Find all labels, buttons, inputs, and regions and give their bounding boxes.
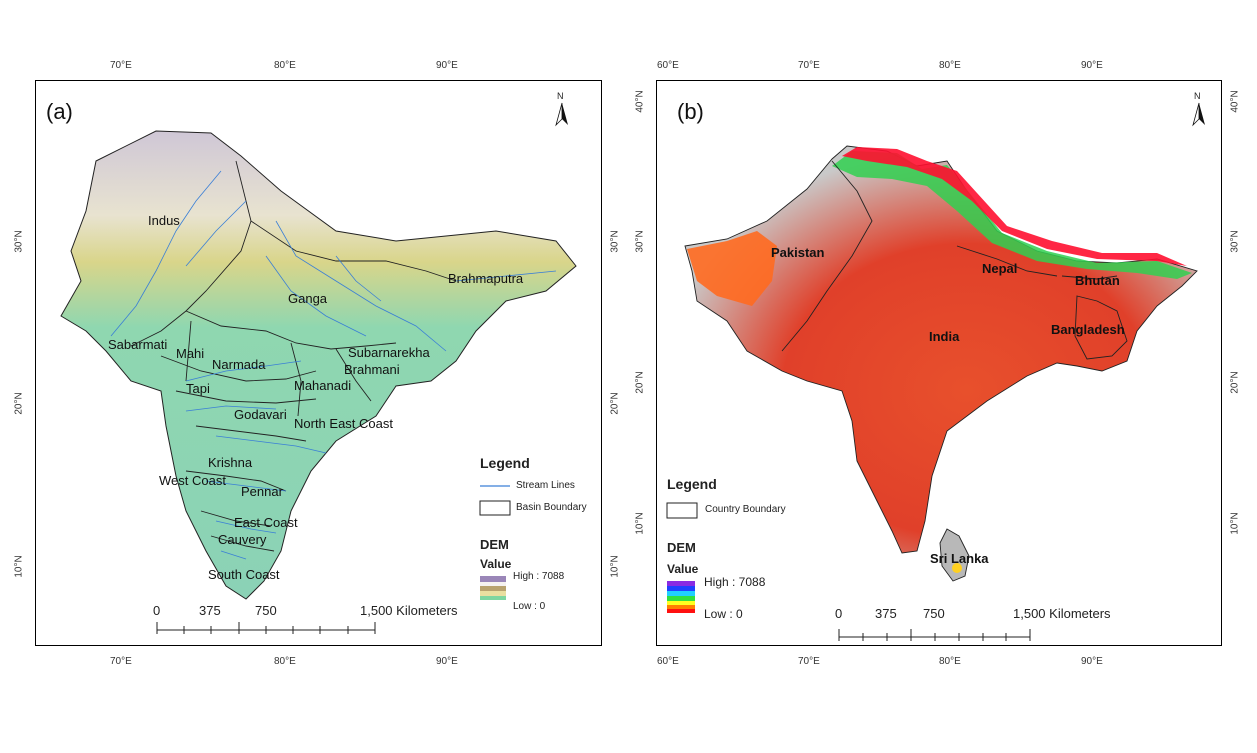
north-arrow-icon: N bbox=[552, 91, 572, 127]
lon-tick: 60°E bbox=[657, 60, 679, 71]
lon-tick: 80°E bbox=[939, 60, 961, 71]
basin-label: Tapi bbox=[186, 381, 210, 396]
legend-high: High : 7088 bbox=[513, 571, 565, 582]
north-label: N bbox=[1194, 91, 1201, 101]
panel-label: (a) bbox=[46, 99, 73, 124]
scale-label: 375 bbox=[199, 603, 221, 618]
panel-b-map: (b) N Pakistan Nepal Bhutan India Bangla… bbox=[656, 80, 1222, 646]
legend-item: Stream Lines bbox=[516, 480, 575, 491]
scale-label: 750 bbox=[255, 603, 277, 618]
lat-tick: 10°N bbox=[13, 555, 25, 578]
country-label: Bangladesh bbox=[1051, 322, 1125, 337]
lat-tick: 30°N bbox=[634, 230, 646, 253]
country-label: Pakistan bbox=[771, 245, 825, 260]
country-label: India bbox=[929, 329, 960, 344]
lat-tick: 20°N bbox=[634, 371, 646, 394]
lon-tick: 80°E bbox=[939, 656, 961, 667]
basin-label: Pennar bbox=[241, 484, 283, 499]
himalaya-peak-band bbox=[842, 147, 1187, 266]
north-label: N bbox=[557, 91, 564, 101]
legend-title: Legend bbox=[480, 455, 530, 471]
legend-low: Low : 0 bbox=[704, 607, 743, 621]
lat-tick: 40°N bbox=[1229, 90, 1241, 113]
scale-label: 0 bbox=[153, 603, 161, 618]
dem-title: DEM bbox=[667, 540, 696, 555]
lat-tick: 10°N bbox=[1229, 512, 1241, 535]
panel-a-map: (a) N Indus Brahmaputra Ganga Sabarmati … bbox=[35, 80, 602, 646]
basin-label: Sabarmati bbox=[108, 337, 168, 352]
country-label: Bhutan bbox=[1075, 273, 1120, 288]
lat-tick: 40°N bbox=[634, 90, 646, 113]
lat-tick: 20°N bbox=[1229, 371, 1241, 394]
lat-tick: 30°N bbox=[609, 230, 621, 253]
scale-label: 750 bbox=[923, 606, 945, 621]
value-title: Value bbox=[667, 562, 699, 576]
legend-item: Country Boundary bbox=[705, 504, 786, 515]
lat-tick: 20°N bbox=[609, 392, 621, 415]
basin-label: Mahi bbox=[176, 346, 205, 361]
basin-label: West Coast bbox=[159, 473, 226, 488]
basin-label: Narmada bbox=[212, 357, 266, 372]
scale-label: 375 bbox=[875, 606, 897, 621]
country-boundaries bbox=[781, 160, 1128, 360]
basin-map-svg bbox=[60, 130, 577, 600]
lon-tick: 90°E bbox=[1081, 656, 1103, 667]
lon-tick: 60°E bbox=[657, 656, 679, 667]
lon-tick: 90°E bbox=[1081, 60, 1103, 71]
basin-boundaries bbox=[130, 160, 457, 552]
basin-label: North East Coast bbox=[294, 416, 393, 431]
lon-tick: 70°E bbox=[110, 60, 132, 71]
basin-label: South Coast bbox=[208, 567, 280, 582]
basin-label: Indus bbox=[148, 213, 180, 228]
lat-tick: 30°N bbox=[1229, 230, 1241, 253]
legend-low: Low : 0 bbox=[513, 601, 546, 612]
basin-label: Krishna bbox=[208, 455, 253, 470]
value-title: Value bbox=[480, 557, 512, 571]
basin-label: Brahmani bbox=[344, 362, 400, 377]
lon-tick: 80°E bbox=[274, 656, 296, 667]
stream-lines bbox=[110, 170, 557, 560]
basin-label: Godavari bbox=[234, 407, 287, 422]
pakistan-highland bbox=[687, 231, 777, 306]
lat-tick: 30°N bbox=[13, 230, 25, 253]
lon-tick: 70°E bbox=[798, 656, 820, 667]
lon-tick: 90°E bbox=[436, 656, 458, 667]
scale-label: 1,500 Kilometers bbox=[360, 603, 458, 618]
basin-label: Mahanadi bbox=[294, 378, 352, 393]
basin-label: Brahmaputra bbox=[448, 271, 524, 286]
lat-tick: 20°N bbox=[13, 392, 25, 415]
legend-item: Basin Boundary bbox=[516, 502, 587, 513]
dem-map-svg bbox=[684, 145, 1198, 582]
legend-title: Legend bbox=[667, 476, 717, 492]
basin-label: Cauvery bbox=[218, 532, 267, 547]
lat-tick: 10°N bbox=[609, 555, 621, 578]
legend-high: High : 7088 bbox=[704, 575, 766, 589]
lon-tick: 70°E bbox=[798, 60, 820, 71]
country-label: Sri Lanka bbox=[930, 551, 989, 566]
scale-label: 1,500 Kilometers bbox=[1013, 606, 1111, 621]
scale-label: 0 bbox=[835, 606, 843, 621]
himalaya-band bbox=[832, 151, 1192, 279]
lon-tick: 90°E bbox=[436, 60, 458, 71]
panel-label: (b) bbox=[677, 99, 704, 124]
lat-tick: 10°N bbox=[634, 512, 646, 535]
north-arrow-icon: N bbox=[1189, 91, 1209, 127]
sri-lanka-highland bbox=[952, 563, 962, 573]
lon-tick: 70°E bbox=[110, 656, 132, 667]
south-asia-landmass bbox=[684, 145, 1198, 554]
dem-title: DEM bbox=[480, 537, 509, 552]
basin-label: Subarnarekha bbox=[348, 345, 430, 360]
india-basin-landmass bbox=[60, 130, 577, 600]
country-label: Nepal bbox=[982, 261, 1018, 276]
lon-tick: 80°E bbox=[274, 60, 296, 71]
basin-label: Ganga bbox=[288, 291, 328, 306]
basin-label: East Coast bbox=[234, 515, 298, 530]
